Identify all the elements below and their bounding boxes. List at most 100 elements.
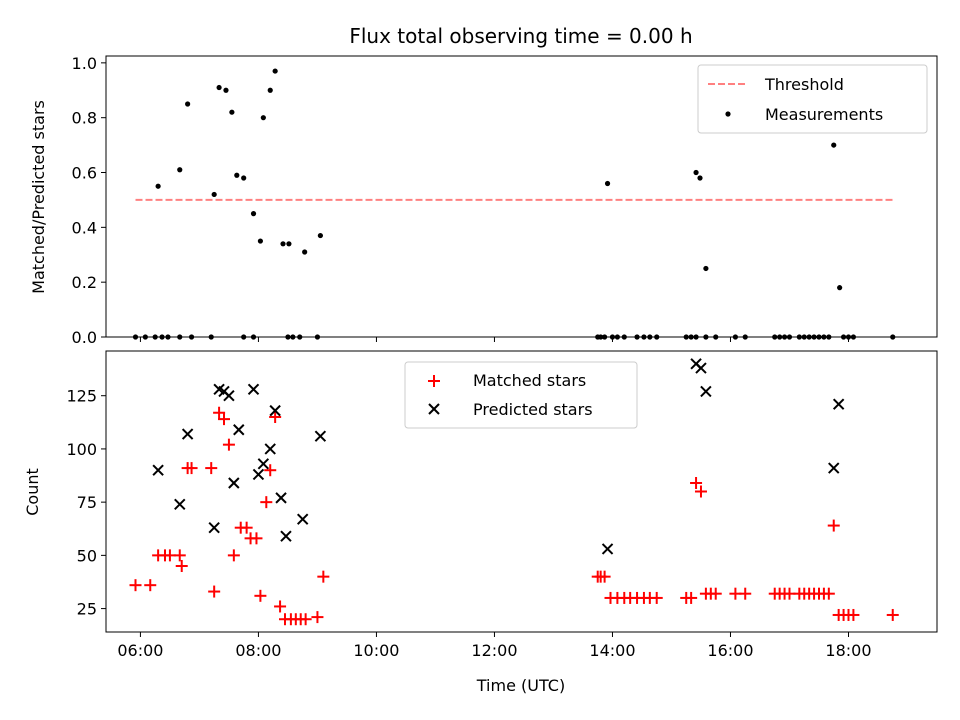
predicted-star-point bbox=[695, 362, 707, 374]
measurement-point bbox=[317, 232, 323, 239]
matched-star-point bbox=[269, 410, 282, 423]
matched-star-point bbox=[827, 519, 840, 532]
bottom-xlabel: Time (UTC) bbox=[476, 676, 565, 695]
predicted-star-point bbox=[208, 521, 220, 534]
bottom-axis-ticks: 06:00 08:00 10:00 12:00 14:00 16:00 18:00 25 50 7… bbox=[66, 387, 871, 660]
measurement-point bbox=[260, 115, 266, 121]
matched-star-point bbox=[205, 462, 218, 475]
y-tick-label: 0.4 bbox=[72, 218, 97, 237]
top-legend: Threshold Measurements bbox=[697, 64, 928, 134]
predicted-star-point bbox=[223, 389, 235, 402]
predicted-star-point bbox=[269, 404, 281, 417]
x-tick-label: 14:00 bbox=[589, 641, 635, 660]
legend-measurements-label: Measurements bbox=[765, 105, 883, 124]
measurement-point bbox=[234, 172, 240, 178]
predicted-star-point bbox=[174, 498, 186, 510]
bottom-legend-box bbox=[404, 361, 638, 429]
x-tick-label: 12:00 bbox=[471, 641, 517, 660]
measurement-point bbox=[155, 183, 161, 189]
measurement-point bbox=[211, 191, 217, 198]
matched-star-point bbox=[299, 613, 312, 626]
matched-star-point bbox=[739, 587, 752, 600]
matched-star-point bbox=[254, 589, 267, 602]
matched-star-point bbox=[218, 413, 231, 426]
legend-threshold-label: Threshold bbox=[764, 75, 844, 94]
matched-star-point bbox=[185, 462, 198, 475]
top-axes-frame bbox=[105, 55, 938, 338]
y-tick-label: 0.6 bbox=[72, 164, 97, 183]
matched-star-point bbox=[264, 464, 277, 477]
bottom-legend: Matched stars Predicted stars bbox=[404, 361, 638, 429]
measurement-point bbox=[280, 241, 286, 247]
matched-star-point bbox=[208, 585, 221, 598]
matched-star-point bbox=[311, 611, 324, 624]
measurement-point bbox=[241, 175, 247, 181]
y-tick-label: 0.8 bbox=[72, 109, 97, 128]
measurement-point bbox=[223, 87, 229, 93]
y-tick-label: 25 bbox=[77, 600, 97, 619]
predicted-star-point bbox=[247, 383, 260, 396]
legend-matched-swatch bbox=[428, 375, 440, 387]
x-tick-label: 16:00 bbox=[707, 641, 753, 660]
matched-star-point bbox=[886, 608, 899, 621]
measurement-point bbox=[177, 167, 183, 173]
matched-star-point bbox=[227, 549, 240, 562]
predicted-star-point bbox=[181, 428, 194, 440]
x-tick-label: 06:00 bbox=[117, 641, 163, 660]
measurement-point bbox=[229, 109, 235, 115]
legend-predicted-swatch bbox=[428, 403, 440, 415]
matched-star-point bbox=[129, 579, 142, 592]
y-tick-label: 50 bbox=[77, 546, 97, 565]
matched-star-point bbox=[260, 496, 273, 509]
predicted-star-point bbox=[252, 468, 265, 481]
top-ylabel: Matched/Predicted stars bbox=[29, 100, 48, 294]
measurement-point bbox=[257, 238, 263, 244]
matched-star-point bbox=[222, 438, 235, 451]
predicted-star-point bbox=[832, 398, 845, 410]
predicted-star-point bbox=[280, 530, 292, 542]
measurement-point bbox=[604, 180, 611, 187]
x-tick-label: 18:00 bbox=[825, 641, 871, 660]
measurement-point bbox=[831, 142, 837, 148]
matched-star-point bbox=[690, 476, 703, 489]
top-panel: 0.0 0.2 0.4 0.6 0.8 1.0 Matched/Predicted sta… bbox=[29, 54, 938, 347]
predicted-star-point bbox=[257, 458, 270, 470]
bottom-axes-frame bbox=[105, 350, 938, 633]
legend-measurements-swatch bbox=[725, 111, 731, 117]
matched-star-point bbox=[822, 587, 835, 600]
measurement-point bbox=[185, 101, 191, 107]
x-tick-label: 10:00 bbox=[353, 641, 399, 660]
top-legend-box bbox=[697, 64, 928, 134]
measurement-point bbox=[286, 241, 292, 247]
measurement-point bbox=[267, 87, 273, 93]
measurement-point bbox=[697, 175, 703, 181]
bottom-panel: 06:00 08:00 10:00 12:00 14:00 16:00 18:00 25 50 7… bbox=[23, 350, 938, 695]
predicted-star-point bbox=[233, 424, 245, 436]
matched-star-point bbox=[847, 608, 860, 621]
top-axis-ticks: 0.0 0.2 0.4 0.6 0.8 1.0 bbox=[72, 54, 849, 347]
predicted-star-point bbox=[828, 462, 840, 474]
matched-star-point bbox=[274, 600, 287, 613]
chart-title: Flux total observing time = 0.00 h bbox=[349, 24, 692, 48]
predicted-star-point bbox=[601, 543, 614, 555]
x-tick-label: 08:00 bbox=[235, 641, 281, 660]
matched-star-point bbox=[175, 560, 188, 573]
measurement-point bbox=[250, 211, 257, 217]
predicted-star-point bbox=[264, 443, 276, 455]
measurement-point bbox=[703, 265, 709, 272]
y-tick-label: 75 bbox=[77, 493, 97, 512]
matched-star-point bbox=[685, 591, 698, 604]
matched-star-point bbox=[250, 532, 263, 545]
predicted-star-point bbox=[700, 385, 712, 398]
matched-star-point bbox=[709, 587, 722, 600]
y-tick-label: 1.0 bbox=[72, 54, 97, 73]
matched-star-point bbox=[173, 549, 186, 562]
measurement-point bbox=[216, 84, 222, 91]
top-marks-layer bbox=[132, 68, 896, 340]
y-tick-label: 0.0 bbox=[72, 328, 97, 347]
matched-star-point bbox=[240, 521, 253, 534]
matched-star-point bbox=[317, 570, 330, 583]
predicted-star-point bbox=[296, 513, 309, 525]
legend-matched-label: Matched stars bbox=[473, 371, 586, 390]
